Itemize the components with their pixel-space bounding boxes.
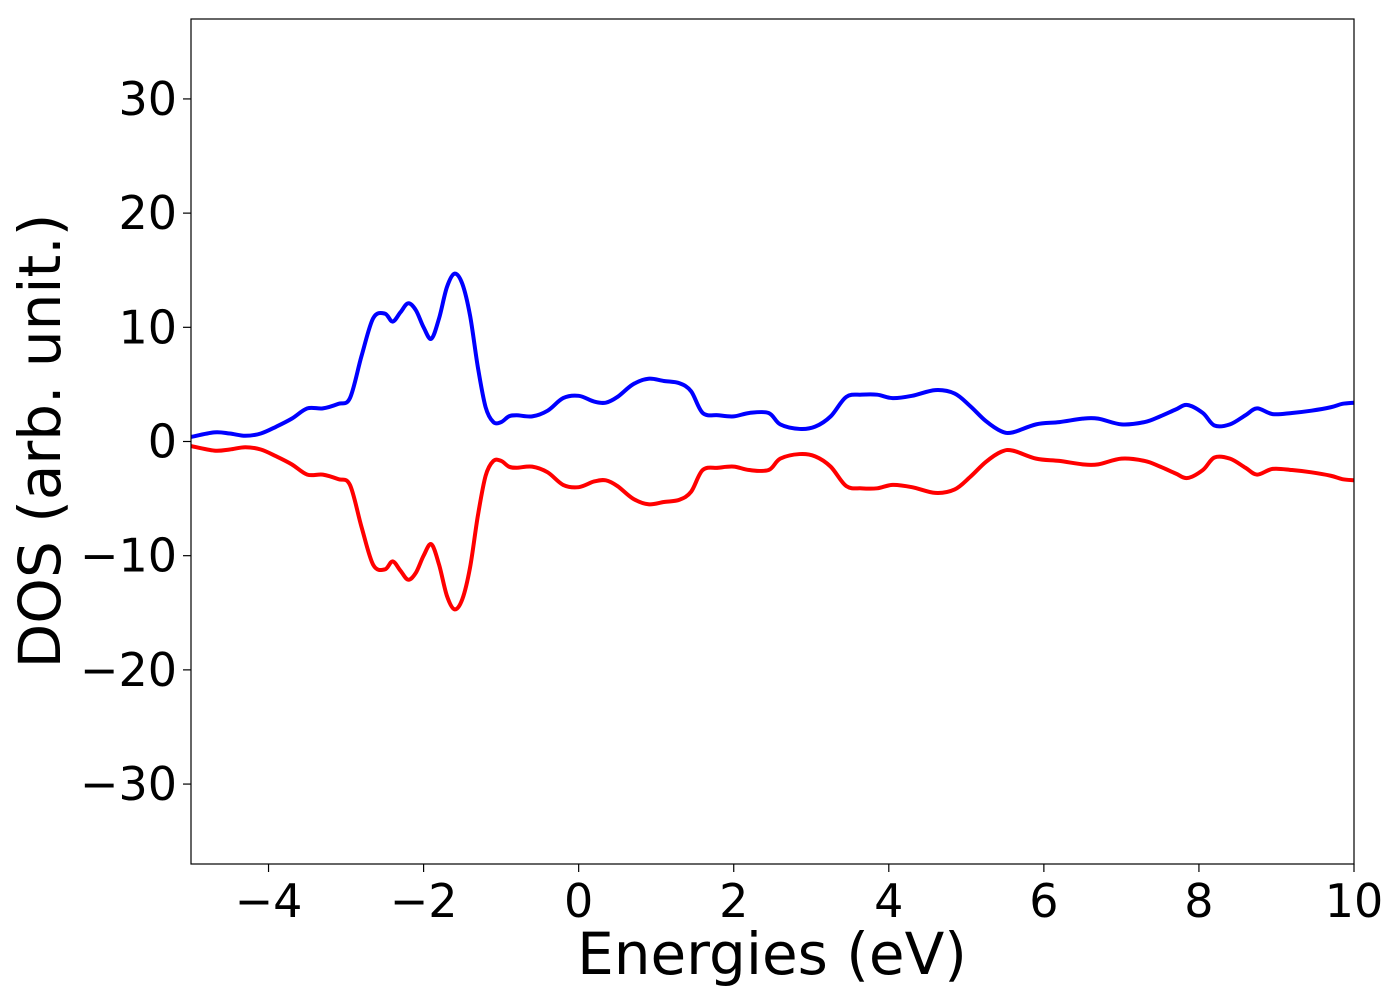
y-tick-label: 0 — [148, 415, 177, 469]
y-tick-label: −20 — [80, 643, 177, 697]
y-tick-label: −10 — [80, 529, 177, 583]
x-tick-label: 8 — [1184, 874, 1213, 928]
x-tick-label: −2 — [390, 874, 458, 928]
x-tick-label: 2 — [719, 874, 748, 928]
x-tick-label: 4 — [874, 874, 903, 928]
x-tick-label: 6 — [1029, 874, 1058, 928]
series-layer — [191, 271, 1354, 612]
y-tick-label: 30 — [118, 72, 177, 126]
x-axis-label: Energies (eV) — [577, 920, 967, 988]
x-tick-label: −4 — [235, 874, 303, 928]
x-axis-ticks: −4 −2 0 2 4 6 8 10 — [235, 864, 1384, 928]
y-axis-label: DOS (arb. unit.) — [6, 214, 74, 669]
y-tick-label: 20 — [118, 186, 177, 240]
y-tick-label: −30 — [80, 757, 177, 811]
x-tick-label: 0 — [564, 874, 593, 928]
plot-area — [191, 19, 1354, 864]
dos-series-down-line — [191, 444, 1354, 612]
y-axis-ticks: −30 −20 −10 0 10 20 30 — [80, 72, 191, 811]
x-tick-label: 10 — [1325, 874, 1384, 928]
y-tick-label: 10 — [118, 300, 177, 354]
dos-series-up-line — [191, 271, 1354, 439]
